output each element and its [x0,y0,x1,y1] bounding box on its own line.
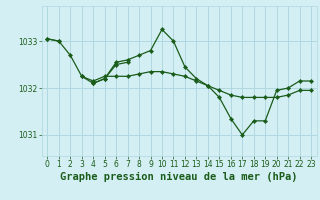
X-axis label: Graphe pression niveau de la mer (hPa): Graphe pression niveau de la mer (hPa) [60,172,298,182]
